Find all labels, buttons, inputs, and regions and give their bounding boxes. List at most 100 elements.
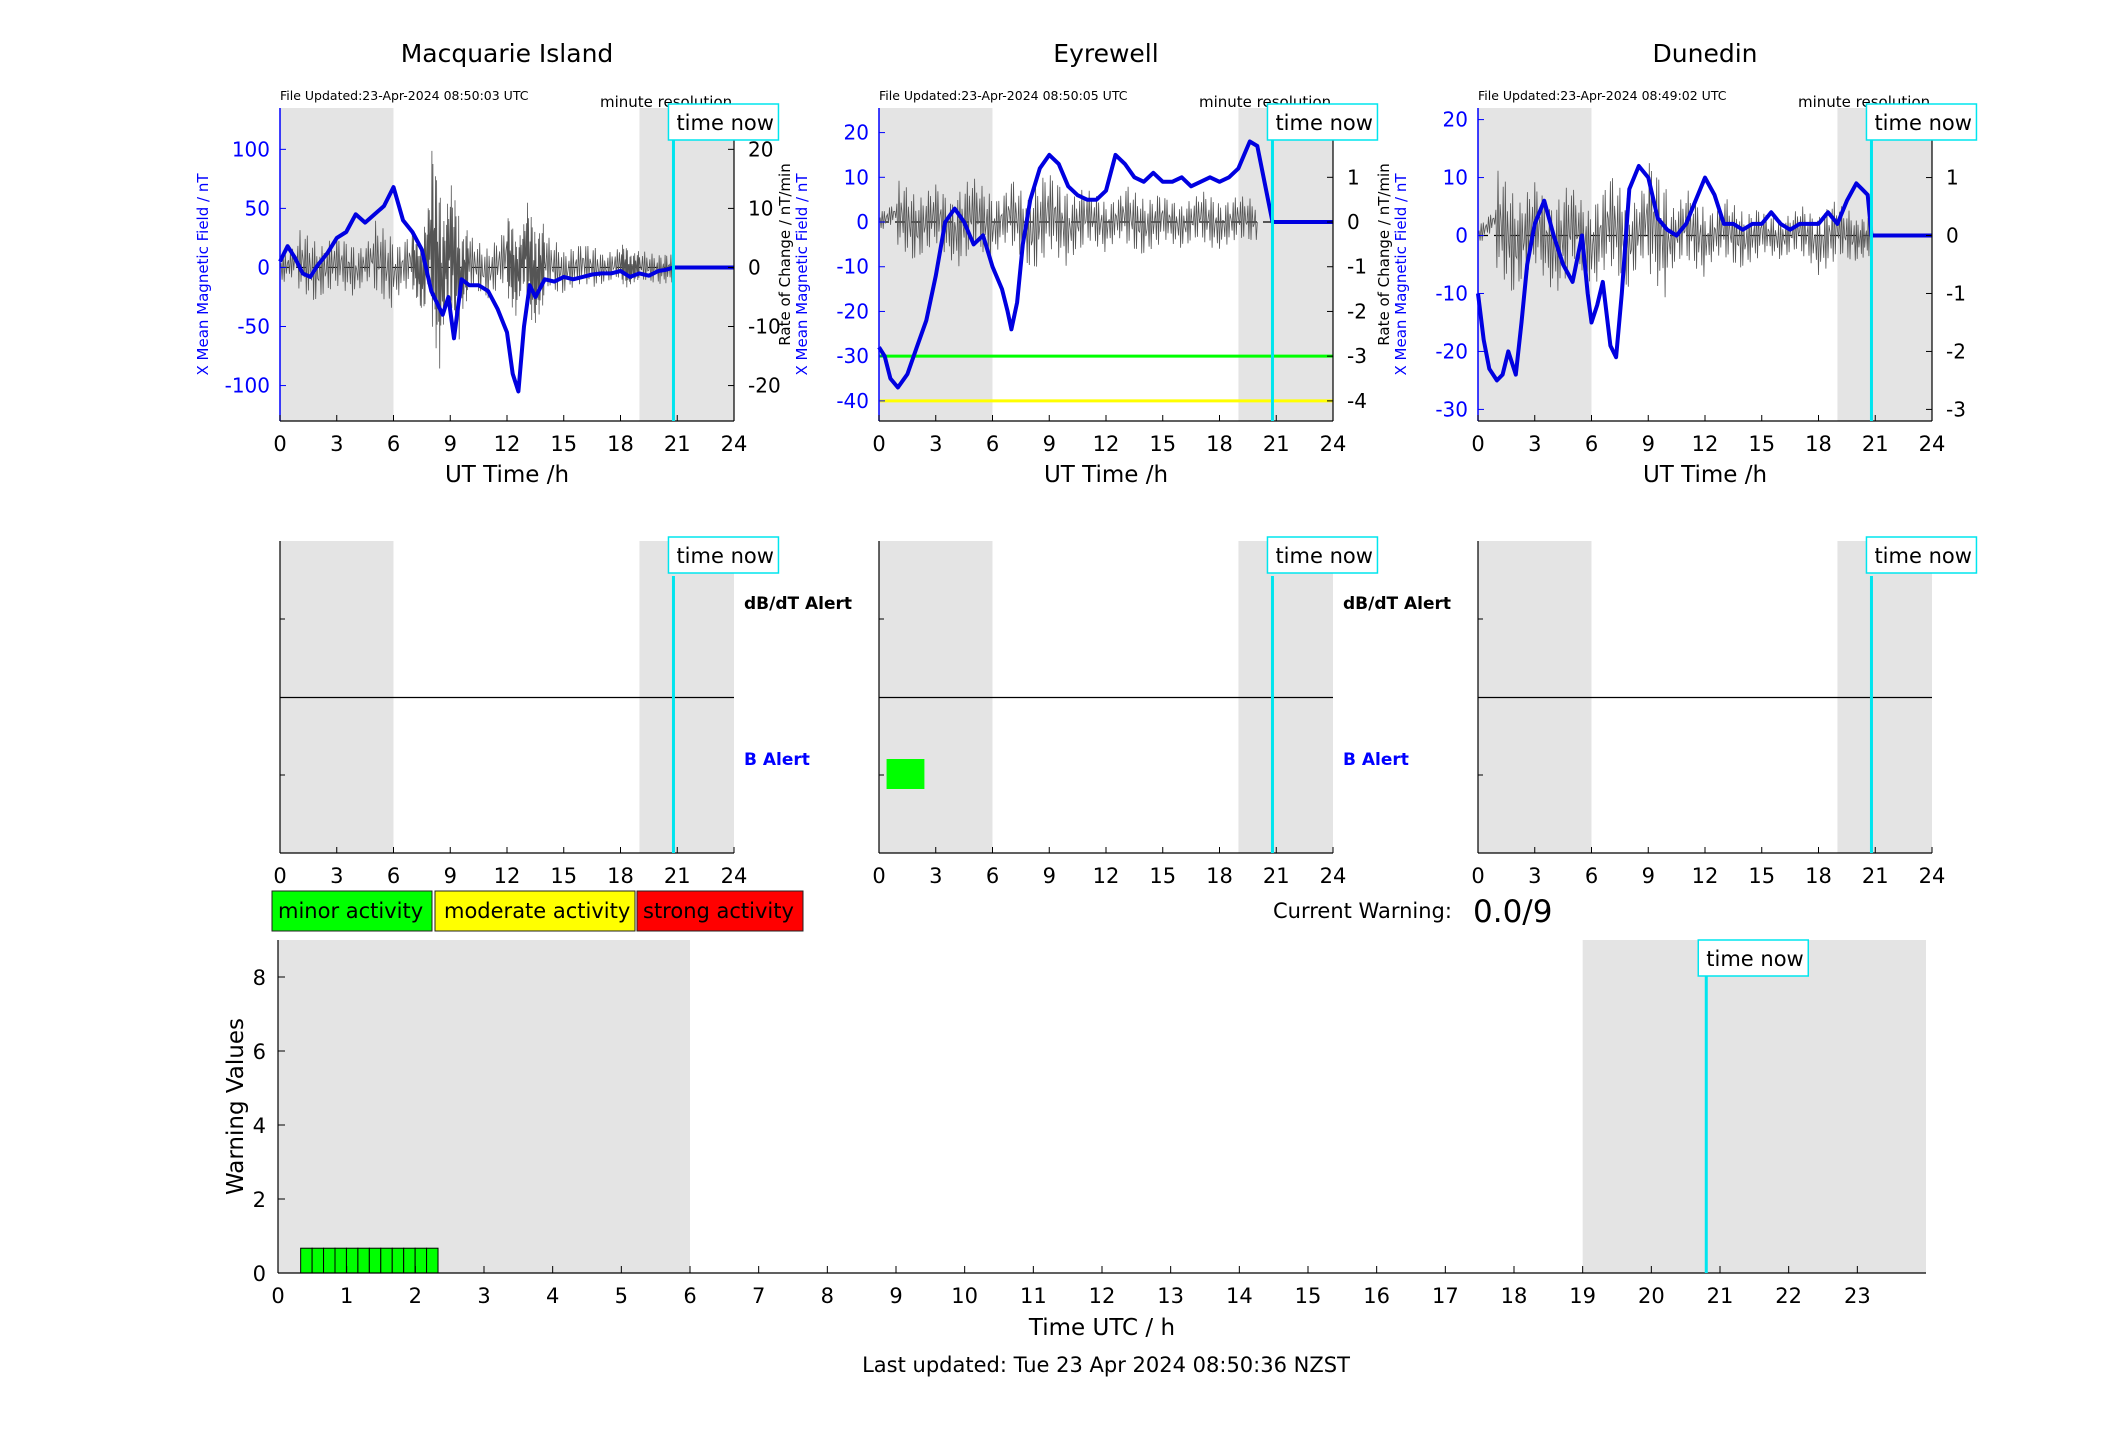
station-2-y-tick-label: 10: [1443, 166, 1468, 190]
station-1-x-tick-label: 3: [929, 432, 942, 456]
station-1-y-tick-label: 20: [844, 121, 869, 145]
warning-x-tick-label: 13: [1157, 1284, 1184, 1308]
warning-x-tick-label: 18: [1501, 1284, 1528, 1308]
warning-x-tick-label: 8: [821, 1284, 834, 1308]
alert-1-x-tick-label: 6: [986, 864, 999, 888]
alert-0-b-alert-label: B Alert: [744, 750, 810, 770]
alert-1-b-alert-block-0: [886, 759, 925, 789]
station-1-y2-tick-label: -4: [1347, 389, 1367, 413]
station-2-x-axis-label: UT Time /h: [1643, 462, 1767, 488]
station-0-x-tick-label: 9: [444, 432, 457, 456]
station-0-file-updated: File Updated:23-Apr-2024 08:50:03 UTC: [280, 88, 529, 103]
alert-0-x-tick-label: 6: [387, 864, 400, 888]
warning-x-tick-label: 7: [752, 1284, 765, 1308]
warning-bar: [414, 1247, 428, 1274]
alert-2-time-now-box: [1865, 536, 1978, 574]
station-2-y2-tick-label: -2: [1946, 339, 1966, 363]
alert-1-time-now-label: time now: [1275, 544, 1372, 568]
macquarie-island-chart: Macquarie Island File Updated:23-Apr-2024…: [194, 39, 781, 488]
station-0-x-tick-label: 21: [664, 432, 691, 456]
warning-bar: [368, 1247, 382, 1274]
station-2-title: Dunedin: [1653, 39, 1758, 68]
station-0-x-tick-label: 18: [607, 432, 634, 456]
alert-1-x-tick-label: 21: [1263, 864, 1290, 888]
warning-x-tick-label: 20: [1638, 1284, 1665, 1308]
station-2-file-updated: File Updated:23-Apr-2024 08:49:02 UTC: [1478, 88, 1727, 103]
warning-y-tick-label: 8: [253, 966, 266, 990]
station-1-y-tick-label: -40: [836, 389, 869, 413]
station-2-x-tick-label: 3: [1528, 432, 1541, 456]
station-2-y-axis-label: X Mean Magnetic Field / nT: [1392, 173, 1410, 376]
alert-2-x-tick-label: 24: [1919, 864, 1946, 888]
alert-0-x-tick-label: 21: [664, 864, 691, 888]
alert-1-x-tick-label: 24: [1320, 864, 1347, 888]
alert-0-x-tick-label: 18: [607, 864, 634, 888]
alert-2-x-tick-label: 12: [1692, 864, 1719, 888]
warning-x-tick-label: 14: [1226, 1284, 1253, 1308]
station-0-magnetic-field-series: [278, 185, 734, 394]
alert-0-x-tick-label: 12: [494, 864, 521, 888]
warning-x-tick-label: 12: [1089, 1284, 1116, 1308]
station-2-y-tick-label: -10: [1435, 281, 1468, 305]
warning-x-tick-label: 4: [546, 1284, 559, 1308]
station-0-y-axis-label: X Mean Magnetic Field / nT: [194, 173, 212, 376]
station-0-x-tick-label: 3: [330, 432, 343, 456]
legend-strong-swatch: [636, 890, 804, 932]
warning-bar: [380, 1247, 393, 1274]
station-0-y-tick-label: -50: [237, 315, 270, 339]
station-2-y2-tick-label: -3: [1946, 397, 1966, 421]
station-1-x-tick-label: 24: [1320, 432, 1347, 456]
macquarie-island-alert-panel: 0 3 6 9 12 15 18 21 24 dB/dT Alert B Alert time now: [273, 536, 852, 888]
warning-x-tick-label: 21: [1707, 1284, 1734, 1308]
alert-0-x-tick-label: 9: [444, 864, 457, 888]
warning-x-tick-label: 0: [271, 1284, 284, 1308]
warning-x-tick-label: 11: [1020, 1284, 1047, 1308]
station-0-night-shade-1: [639, 108, 734, 421]
station-1-y2-axis-label: Rate of Change / nT/min: [776, 163, 794, 345]
warning-time-now-box: [1697, 939, 1810, 977]
station-1-x-tick-label: 0: [872, 432, 885, 456]
warning-x-tick-label: 17: [1432, 1284, 1459, 1308]
alert-2-x-tick-label: 9: [1642, 864, 1655, 888]
station-2-x-tick-label: 18: [1805, 432, 1832, 456]
alert-1-x-tick-label: 18: [1206, 864, 1233, 888]
alert-0-x-tick-label: 24: [721, 864, 748, 888]
alert-2-x-tick-label: 3: [1528, 864, 1541, 888]
station-0-x-tick-label: 12: [494, 432, 521, 456]
station-2-x-tick-label: 0: [1471, 432, 1484, 456]
alert-2-x-tick-label: 18: [1805, 864, 1832, 888]
station-2-x-tick-label: 24: [1919, 432, 1946, 456]
alert-2-x-tick-label: 0: [1471, 864, 1484, 888]
station-0-y-tick-label: 100: [232, 137, 270, 161]
station-1-file-updated: File Updated:23-Apr-2024 08:50:05 UTC: [879, 88, 1128, 103]
station-1-x-tick-label: 15: [1149, 432, 1176, 456]
alert-2-x-tick-label: 21: [1862, 864, 1889, 888]
warning-bar: [323, 1247, 336, 1274]
last-updated-footer: Last updated: Tue 23 Apr 2024 08:50:36 N…: [862, 1353, 1350, 1377]
current-warning-label: Current Warning:: [1273, 899, 1452, 923]
station-0-title: Macquarie Island: [401, 39, 614, 68]
alert-1-x-tick-label: 9: [1043, 864, 1056, 888]
warning-y-axis-label: Warning Values: [223, 1018, 249, 1195]
station-2-magnetic-field-series: [1476, 164, 1932, 383]
warning-x-tick-label: 2: [409, 1284, 422, 1308]
dunedin-alert-panel: 0 3 6 9 12 15 18 21 24 time now: [1471, 536, 1978, 888]
warning-x-tick-label: 19: [1569, 1284, 1596, 1308]
station-1-y-axis-label: X Mean Magnetic Field / nT: [793, 173, 811, 376]
legend-moderate-label: moderate activity: [444, 899, 630, 923]
alert-2-x-tick-label: 15: [1748, 864, 1775, 888]
warning-bar: [403, 1247, 416, 1274]
station-0-y-tick-label: 0: [257, 255, 270, 279]
station-0-rate-of-change-series: [279, 150, 674, 369]
warning-y-tick-label: 0: [253, 1262, 266, 1286]
station-0-y2-tick-label: 20: [748, 137, 773, 161]
legend-strong-label: strong activity: [643, 899, 794, 923]
station-1-y-tick-label: -10: [836, 255, 869, 279]
legend-moderate-swatch: [434, 890, 636, 932]
station-1-y2-tick-label: -1: [1347, 255, 1367, 279]
station-1-magnetic-field-series: [877, 139, 1333, 390]
station-1-y-tick-label: -20: [836, 299, 869, 323]
activity-legend: minor activity moderate activity strong …: [271, 890, 804, 932]
warning-night-shade-1: [1582, 940, 1926, 1273]
